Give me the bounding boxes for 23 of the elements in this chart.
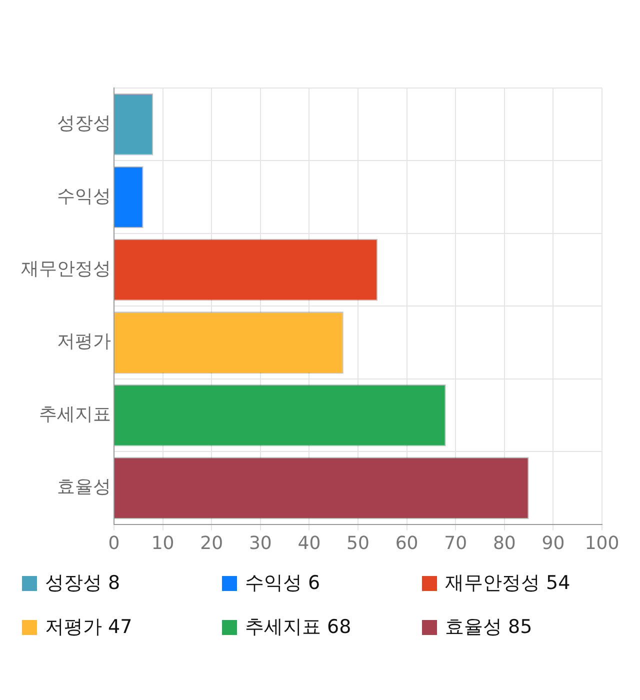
x-tick-label: 20 — [200, 532, 224, 554]
y-tick-label: 수익성 — [57, 186, 111, 207]
x-tick-label: 70 — [444, 532, 468, 554]
x-tick-label: 90 — [542, 532, 565, 554]
x-tick-label: 60 — [395, 532, 418, 554]
x-tick-label: 0 — [108, 532, 120, 554]
x-tick-label: 50 — [346, 532, 370, 554]
y-tick-label: 성장성 — [57, 113, 111, 134]
x-tick-label: 100 — [584, 532, 620, 554]
category-label: 성장성 8 — [45, 572, 120, 594]
x-tick-label: 30 — [248, 532, 272, 554]
x-tick-label: 40 — [298, 532, 321, 554]
category-label: 추세지표 68 — [245, 616, 352, 638]
category-label: 효율성 85 — [445, 616, 532, 638]
category-label: 수익성 6 — [245, 572, 320, 594]
category-label: 저평가 47 — [45, 616, 132, 638]
y-tick-label: 추세지표 — [39, 404, 111, 425]
y-tick-label: 재무안정성 — [21, 258, 111, 280]
y-tick-label: 저평가 — [57, 331, 111, 352]
y-tick-label: 효율성 — [57, 476, 111, 498]
x-tick-label: 80 — [492, 532, 516, 554]
category-label: 재무안정성 54 — [445, 572, 570, 594]
x-tick-label: 10 — [151, 532, 174, 554]
